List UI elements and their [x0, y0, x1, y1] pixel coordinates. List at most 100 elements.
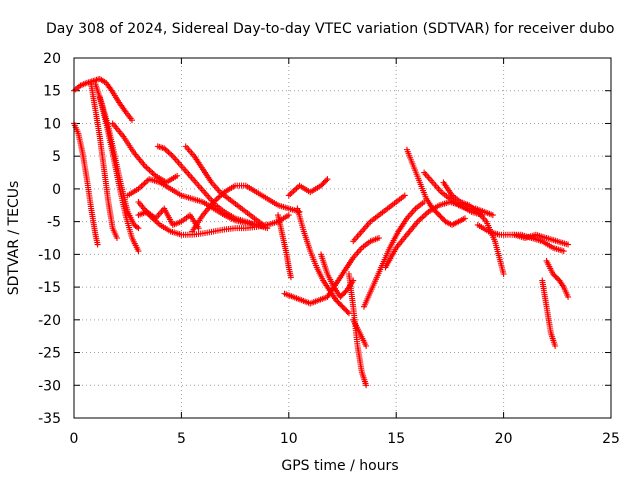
series-arc-2 — [71, 120, 101, 248]
data-point — [337, 293, 344, 300]
series-arc-3 — [88, 81, 120, 241]
y-tick-label: 20 — [43, 51, 61, 67]
data-point — [287, 274, 294, 281]
y-tick-label: 5 — [52, 149, 61, 165]
data-point — [401, 192, 408, 199]
series-arc-11 — [182, 143, 267, 228]
data-point — [500, 271, 507, 277]
data-point — [285, 192, 292, 199]
y-axis-label: SDTVAR / TECUs — [6, 181, 22, 296]
data-point — [437, 213, 444, 220]
data-point — [149, 170, 156, 177]
x-tick-label: 25 — [602, 431, 620, 447]
data-point — [440, 216, 447, 223]
series-arc-21 — [360, 199, 428, 310]
y-tick-label: -30 — [38, 378, 61, 394]
x-tick-label: 0 — [70, 431, 79, 447]
data-point — [323, 177, 330, 184]
data-point — [422, 211, 429, 218]
data-point — [363, 382, 370, 389]
series-arc-27 — [511, 231, 572, 248]
data-point — [417, 215, 424, 222]
series-arc-7 — [124, 176, 292, 228]
plot-frame — [73, 57, 612, 419]
series-arc-13 — [275, 212, 294, 281]
y-tick-label: 15 — [43, 84, 61, 100]
data-point — [94, 241, 101, 248]
data-point — [138, 183, 145, 190]
series-arc-22 — [403, 146, 468, 228]
data-point — [339, 291, 346, 298]
data-point — [419, 214, 426, 221]
data-point — [135, 248, 142, 255]
series-arc-15 — [285, 176, 331, 199]
data-point — [320, 180, 327, 187]
x-tick-label: 10 — [280, 431, 298, 447]
data-point — [318, 182, 325, 189]
data-point — [215, 194, 222, 201]
data-point — [140, 181, 147, 188]
series-arc-1 — [71, 75, 135, 124]
y-tick-label: -25 — [38, 346, 61, 362]
data-point — [113, 235, 120, 241]
data-point — [146, 167, 153, 174]
series-arc-29 — [543, 257, 572, 300]
data-point — [290, 188, 297, 195]
series-arc-28 — [539, 277, 559, 349]
data-point — [166, 150, 173, 157]
data-point — [565, 293, 572, 300]
x-tick-label: 15 — [387, 431, 405, 447]
data-point — [338, 292, 345, 299]
series-arc-24 — [421, 169, 496, 219]
data-point — [291, 186, 298, 193]
series-arc-5 — [96, 94, 142, 255]
data-point — [134, 224, 141, 231]
data-point — [551, 272, 558, 279]
data-point — [260, 221, 267, 228]
data-point — [148, 168, 155, 175]
data-point — [161, 145, 168, 152]
data-point — [143, 164, 150, 171]
data-point — [553, 274, 560, 281]
data-point — [285, 212, 292, 219]
data-point — [162, 146, 169, 153]
grid-lines — [74, 58, 611, 418]
data-point — [565, 241, 572, 248]
data-point — [335, 299, 342, 306]
data-point — [342, 306, 349, 313]
data-point — [343, 307, 350, 314]
data-point — [321, 178, 328, 185]
data-point — [340, 305, 347, 312]
tick-labels: 0 5 10 15 20 25 -35 -30 -25 -20 -15 -10 -5 0 5 10 15 20 — [38, 51, 620, 447]
data-point — [344, 308, 351, 315]
series-arc-20 — [350, 192, 408, 245]
data-point — [144, 165, 151, 172]
data-point — [341, 289, 348, 296]
data-point — [288, 189, 295, 196]
series-arc-14 — [281, 235, 383, 307]
data-point — [135, 225, 142, 232]
series-arc-19 — [350, 316, 370, 349]
x-tick-label: 20 — [495, 431, 513, 447]
data-point — [461, 215, 468, 222]
x-axis-label: GPS time / hours — [281, 458, 398, 474]
data-point — [264, 225, 271, 232]
data-point — [153, 219, 160, 226]
chart-title: Day 308 of 2024, Sidereal Day-to-day VTE… — [46, 21, 614, 37]
y-tick-label: -5 — [47, 215, 61, 231]
data-point — [338, 302, 345, 309]
data-point — [363, 343, 370, 349]
series-arc-16 — [294, 205, 352, 317]
y-tick-label: -15 — [38, 280, 61, 296]
data-point — [420, 213, 427, 220]
y-tick-label: -10 — [38, 247, 61, 263]
data-point — [334, 298, 341, 305]
y-tick-label: -35 — [38, 411, 61, 427]
data-point — [144, 177, 151, 184]
y-tick-label: 10 — [43, 116, 61, 132]
data-point — [436, 212, 443, 219]
data-point — [339, 303, 346, 310]
data-point — [433, 209, 440, 216]
series-arc-25 — [440, 179, 507, 277]
